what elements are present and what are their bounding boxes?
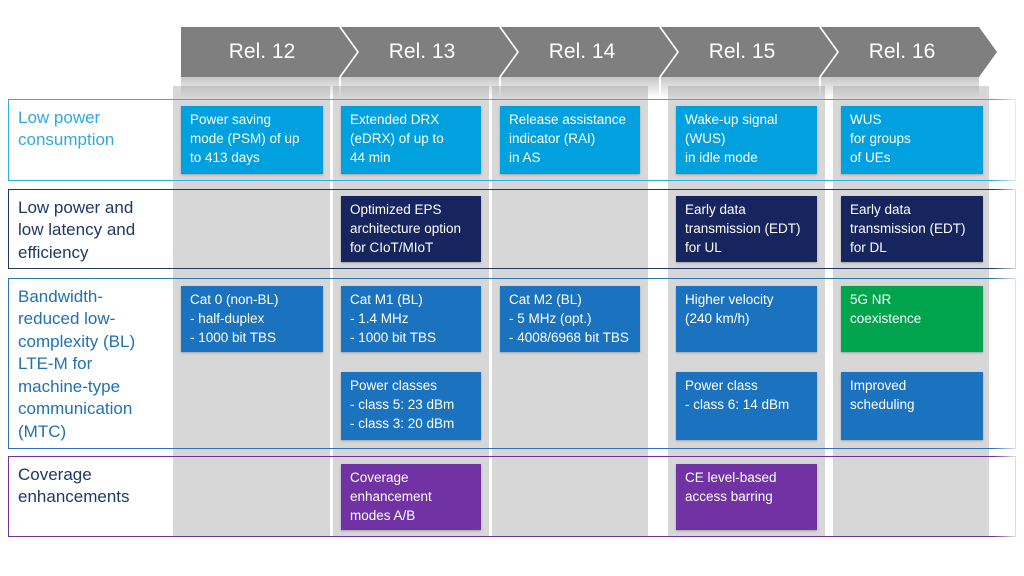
feature-cell-cat0: Cat 0 (non-BL) - half-duplex - 1000 bit … (181, 286, 323, 352)
release-chevron-rel14: Rel. 14 (501, 27, 677, 77)
release-chevron-rel13: Rel. 13 (341, 27, 517, 77)
release-label: Rel. 14 (548, 40, 616, 63)
release-chevron-rel12: Rel. 12 (181, 27, 357, 77)
chevron-reflection (181, 77, 339, 98)
feature-cell-power-classes: Power classes - class 5: 23 dBm - class … (341, 372, 481, 440)
release-label: Rel. 15 (708, 40, 776, 63)
release-chevron-rel16: Rel. 16 (821, 27, 997, 77)
feature-cell-psm: Power saving mode (PSM) of up to 413 day… (181, 106, 323, 174)
feature-cell-improved-scheduling: Improved scheduling (841, 372, 983, 440)
feature-cell-ce-access-barring: CE level-based access barring (676, 464, 817, 530)
chevron-reflection (501, 77, 659, 98)
chevron-reflection (821, 77, 979, 98)
feature-cell-eps-architecture: Optimized EPS architecture option for CI… (341, 196, 481, 262)
row-label: Coverage enhancements (18, 465, 130, 507)
feature-cell-5g-nr-coexistence: 5G NR coexistence (841, 286, 983, 352)
feature-cell-power-class-6: Power class - class 6: 14 dBm (676, 372, 817, 440)
release-label: Rel. 16 (868, 40, 936, 63)
chevron-reflection (661, 77, 819, 98)
release-chevron-rel15: Rel. 15 (661, 27, 837, 77)
row-bl-lte-m-mtc: Bandwidth- reduced low- complexity (BL) … (8, 278, 1016, 449)
feature-cell-edrx: Extended DRX (eDRX) of up to 44 min (341, 106, 481, 174)
chevron-reflection (341, 77, 499, 98)
row-low-power-consumption: Low power consumption (8, 99, 1016, 181)
feature-cell-cat-m1: Cat M1 (BL) - 1.4 MHz - 1000 bit TBS (341, 286, 481, 352)
release-label: Rel. 12 (228, 40, 296, 63)
feature-cell-edt-dl: Early data transmission (EDT) for DL (841, 196, 983, 262)
feature-cell-edt-ul: Early data transmission (EDT) for UL (676, 196, 817, 262)
release-label: Rel. 13 (388, 40, 456, 63)
feature-cell-ce-modes-ab: Coverage enhancement modes A/B (341, 464, 481, 530)
right-edge-fade (993, 90, 1024, 540)
row-label: Low power consumption (18, 108, 115, 150)
row-label: Low power and low latency and efficiency (18, 198, 136, 262)
feature-cell-wus-groups: WUS for groups of UEs (841, 106, 983, 174)
feature-cell-rai: Release assistance indicator (RAI) in AS (500, 106, 640, 174)
feature-cell-wus: Wake-up signal (WUS) in idle mode (676, 106, 817, 174)
feature-cell-higher-velocity: Higher velocity (240 km/h) (676, 286, 817, 352)
feature-cell-cat-m2: Cat M2 (BL) - 5 MHz (opt.) - 4008/6968 b… (500, 286, 640, 352)
row-coverage-enhancements: Coverage enhancements (8, 456, 1016, 537)
row-label: Bandwidth- reduced low- complexity (BL) … (18, 287, 136, 441)
